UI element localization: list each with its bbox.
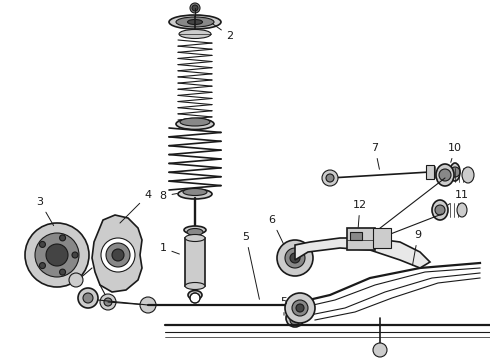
Circle shape — [60, 235, 66, 241]
Polygon shape — [295, 238, 430, 268]
Text: 5: 5 — [280, 297, 288, 315]
Circle shape — [450, 167, 460, 177]
Text: 7: 7 — [371, 143, 379, 169]
Text: 10: 10 — [448, 143, 462, 162]
Bar — [185, 238, 205, 286]
Ellipse shape — [180, 118, 210, 126]
Circle shape — [290, 315, 300, 325]
Text: 11: 11 — [448, 190, 469, 205]
Bar — [347, 228, 375, 250]
Bar — [426, 165, 434, 179]
Polygon shape — [92, 215, 142, 292]
Circle shape — [435, 205, 445, 215]
Ellipse shape — [462, 167, 474, 183]
Circle shape — [72, 252, 78, 258]
Circle shape — [192, 5, 198, 11]
Circle shape — [373, 343, 387, 357]
Text: 5: 5 — [243, 232, 259, 299]
Ellipse shape — [183, 189, 207, 195]
Circle shape — [286, 309, 304, 327]
Ellipse shape — [185, 283, 205, 289]
Bar — [373, 228, 391, 248]
Ellipse shape — [176, 118, 214, 130]
Text: 3: 3 — [36, 197, 53, 226]
Text: 1: 1 — [160, 243, 179, 254]
Ellipse shape — [169, 15, 221, 29]
Ellipse shape — [187, 229, 203, 235]
Bar — [350, 232, 362, 240]
Circle shape — [190, 293, 200, 303]
Circle shape — [285, 248, 305, 268]
Ellipse shape — [185, 234, 205, 242]
Ellipse shape — [450, 163, 460, 181]
Circle shape — [439, 169, 451, 181]
Circle shape — [326, 174, 334, 182]
Circle shape — [25, 223, 89, 287]
Text: 9: 9 — [413, 230, 421, 265]
Circle shape — [106, 243, 130, 267]
Circle shape — [101, 238, 135, 272]
Circle shape — [35, 233, 79, 277]
Ellipse shape — [184, 226, 206, 234]
Circle shape — [290, 253, 300, 263]
Circle shape — [78, 288, 98, 308]
Circle shape — [104, 298, 112, 306]
Ellipse shape — [178, 189, 212, 199]
Circle shape — [46, 244, 68, 266]
Circle shape — [277, 240, 313, 276]
Circle shape — [69, 273, 83, 287]
Circle shape — [83, 293, 93, 303]
Ellipse shape — [176, 17, 214, 27]
Ellipse shape — [457, 203, 467, 217]
Circle shape — [39, 242, 46, 247]
Circle shape — [322, 170, 338, 186]
Circle shape — [39, 262, 46, 269]
Circle shape — [190, 3, 200, 13]
Circle shape — [140, 297, 156, 313]
Circle shape — [112, 249, 124, 261]
Text: 2: 2 — [212, 24, 234, 41]
Ellipse shape — [179, 30, 211, 39]
Ellipse shape — [188, 19, 202, 24]
Circle shape — [292, 300, 308, 316]
Circle shape — [100, 294, 116, 310]
Text: 4: 4 — [120, 190, 151, 223]
Circle shape — [60, 269, 66, 275]
Ellipse shape — [436, 164, 454, 186]
Ellipse shape — [432, 200, 448, 220]
Text: 12: 12 — [353, 200, 367, 227]
Ellipse shape — [188, 291, 202, 300]
Text: 8: 8 — [159, 191, 177, 201]
Circle shape — [285, 293, 315, 323]
Circle shape — [296, 304, 304, 312]
Text: 6: 6 — [269, 215, 284, 244]
